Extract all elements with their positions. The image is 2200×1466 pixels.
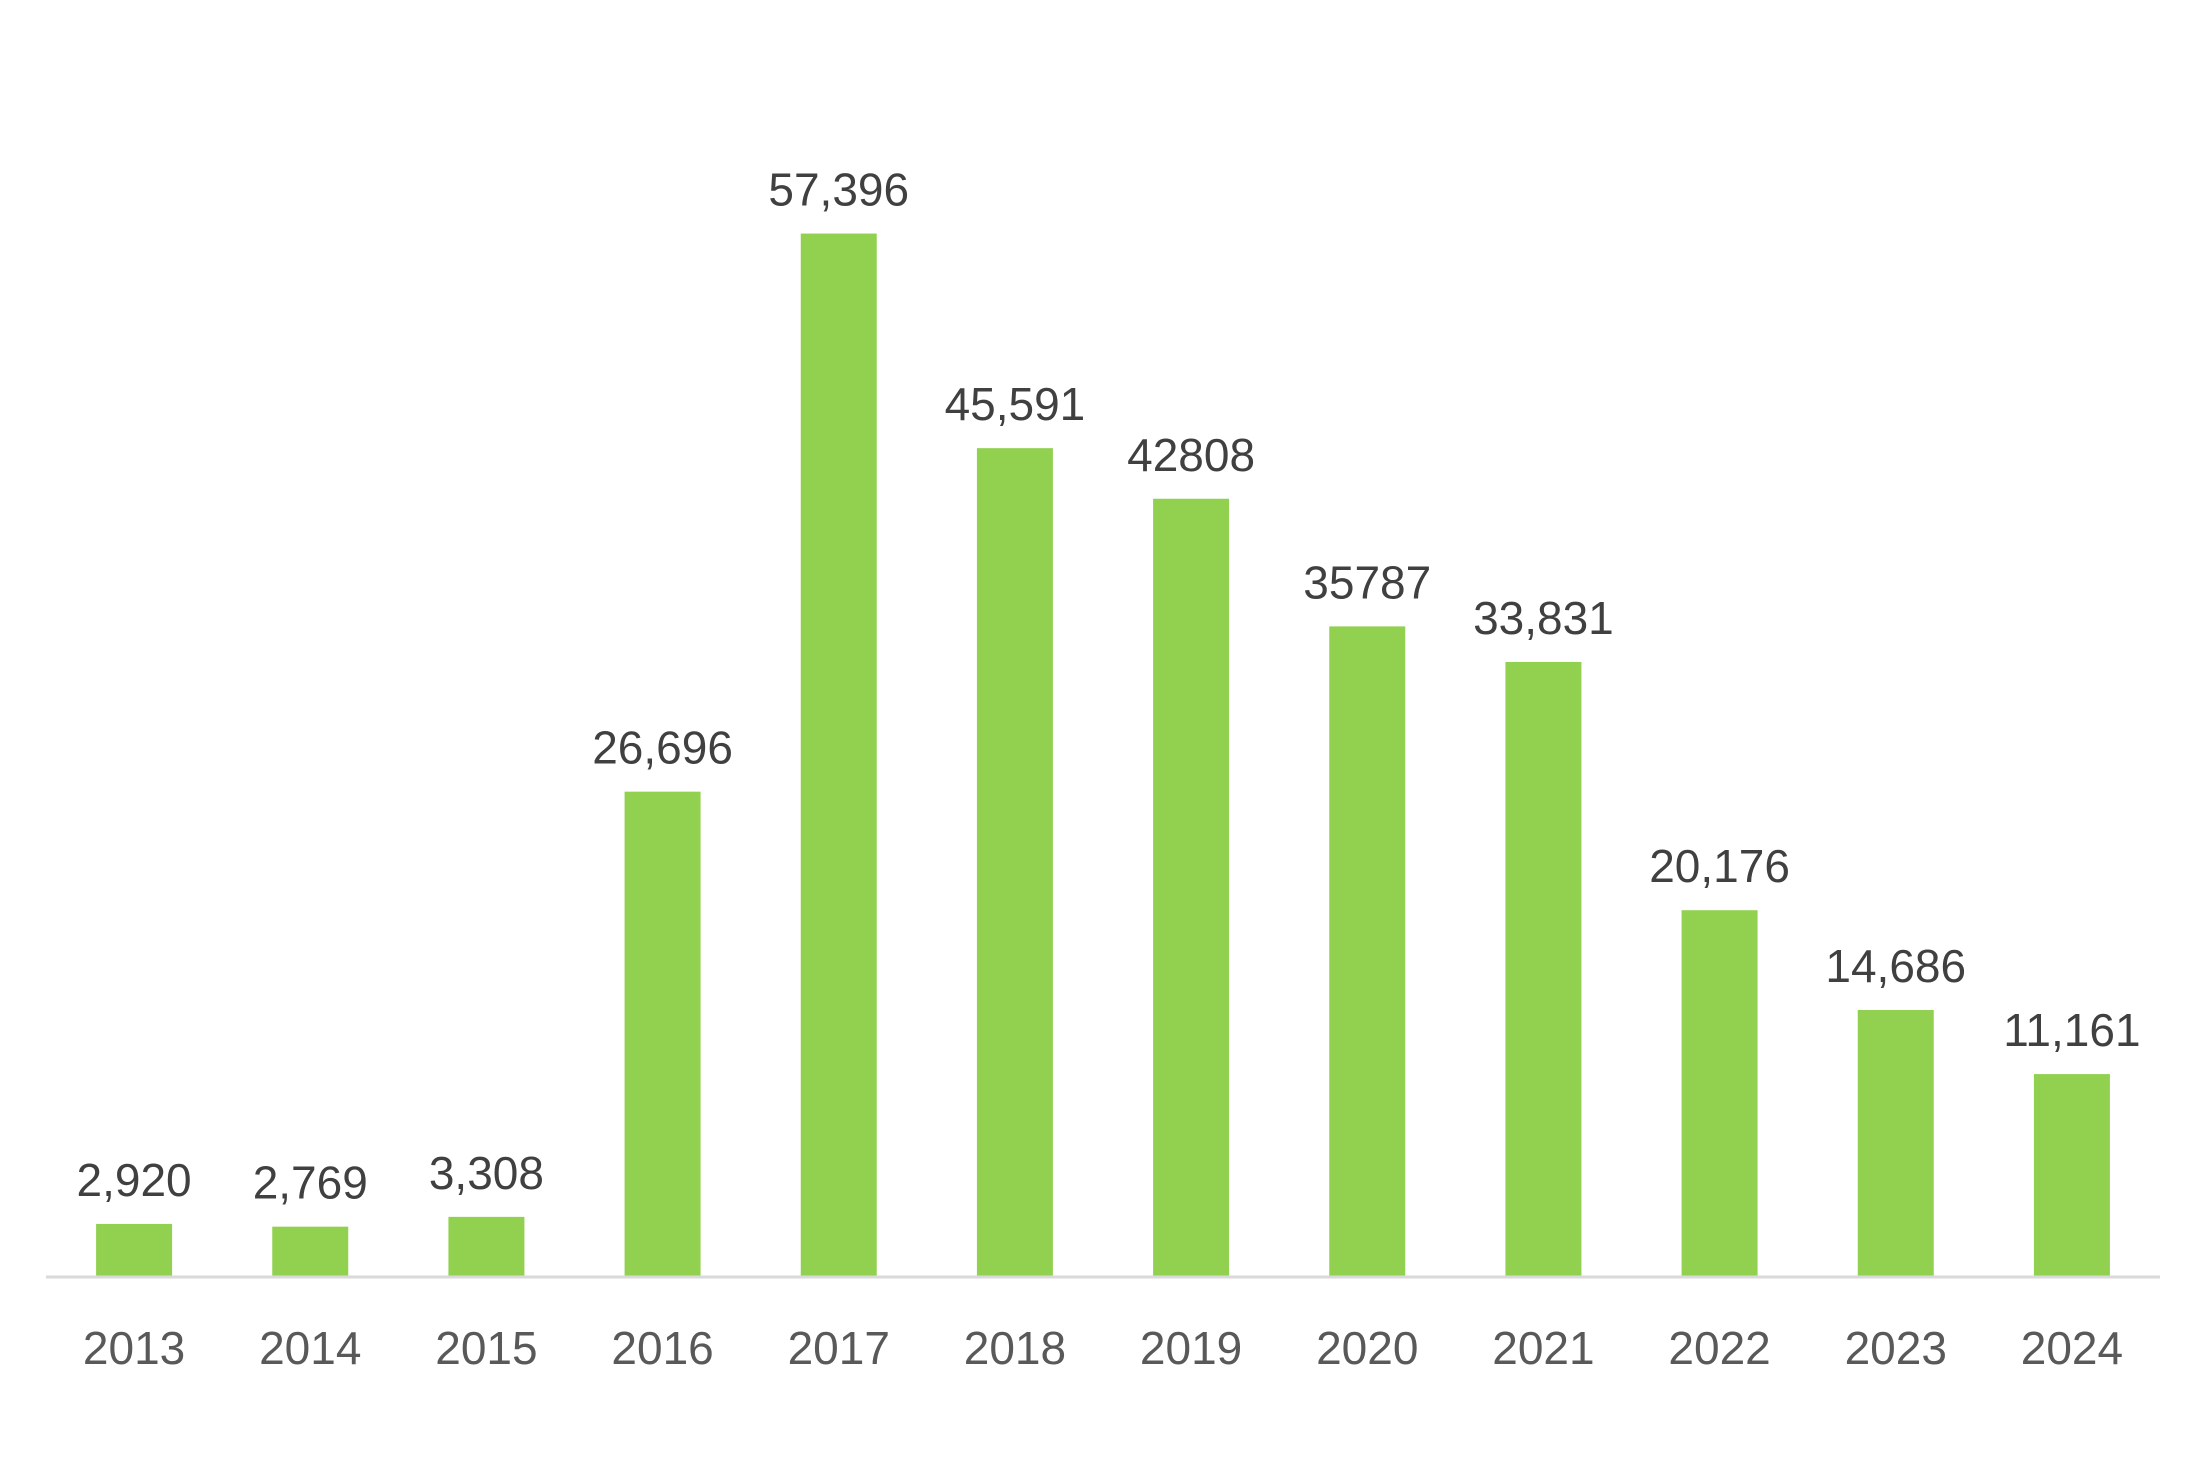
x-tick-label-2024: 2024 xyxy=(2021,1322,2123,1374)
bar-2021 xyxy=(1505,661,1582,1277)
bar-2024 xyxy=(2033,1074,2110,1277)
data-labels-group: 2,920 2,769 3,308 26,696 57,396 45,591 42808 35… xyxy=(77,164,2141,1209)
data-label-2021: 33,831 xyxy=(1473,592,1614,644)
x-tick-label-2015: 2015 xyxy=(435,1322,537,1374)
bar-2019 xyxy=(1153,498,1230,1277)
bar-2017 xyxy=(800,233,877,1277)
bar-2015 xyxy=(448,1216,525,1277)
data-label-2016: 26,696 xyxy=(592,722,733,774)
bar-2013 xyxy=(96,1223,173,1277)
bar-2014 xyxy=(272,1226,349,1277)
bars-group xyxy=(96,233,2110,1277)
data-label-2014: 2,769 xyxy=(253,1157,368,1209)
bar-2023 xyxy=(1857,1010,1934,1277)
data-label-2013: 2,920 xyxy=(77,1154,192,1206)
x-tick-label-2017: 2017 xyxy=(788,1322,890,1374)
x-tick-labels-group: 2013 2014 2015 2016 2017 2018 2019 2020 2021 2022… xyxy=(83,1322,2123,1374)
bar-2016 xyxy=(624,791,701,1277)
data-label-2017: 57,396 xyxy=(768,164,909,216)
data-label-2022: 20,176 xyxy=(1649,840,1790,892)
x-tick-label-2013: 2013 xyxy=(83,1322,185,1374)
data-label-2015: 3,308 xyxy=(429,1147,544,1199)
x-tick-label-2018: 2018 xyxy=(964,1322,1066,1374)
data-label-2020: 35787 xyxy=(1303,556,1431,608)
x-tick-label-2022: 2022 xyxy=(1668,1322,1770,1374)
x-tick-label-2021: 2021 xyxy=(1492,1322,1594,1374)
x-tick-label-2019: 2019 xyxy=(1140,1322,1242,1374)
bar-2020 xyxy=(1329,626,1406,1277)
x-tick-label-2014: 2014 xyxy=(259,1322,361,1374)
x-tick-label-2016: 2016 xyxy=(611,1322,713,1374)
bar-2022 xyxy=(1681,910,1758,1277)
data-label-2023: 14,686 xyxy=(1825,940,1966,992)
data-label-2019: 42808 xyxy=(1127,429,1255,481)
x-tick-label-2020: 2020 xyxy=(1316,1322,1418,1374)
x-tick-label-2023: 2023 xyxy=(1845,1322,1947,1374)
data-label-2024: 11,161 xyxy=(2003,1004,2140,1056)
data-label-2018: 45,591 xyxy=(945,378,1086,430)
bar-2018 xyxy=(976,448,1053,1277)
